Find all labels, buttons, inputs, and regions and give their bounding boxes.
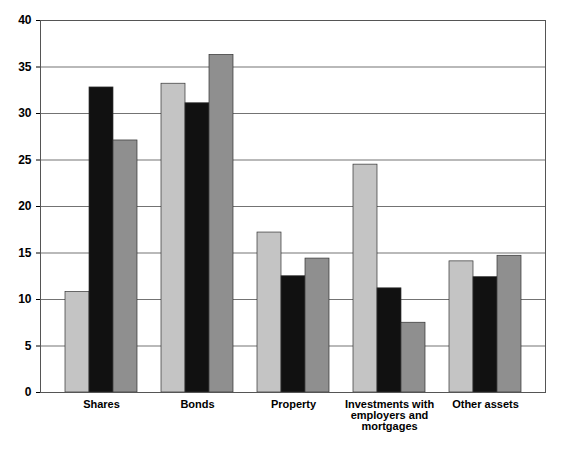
svg-text:20: 20 [18, 199, 32, 213]
svg-text:25: 25 [18, 153, 32, 167]
svg-text:Shares: Shares [83, 398, 120, 410]
svg-text:5: 5 [25, 339, 32, 353]
svg-text:Bonds: Bonds [180, 398, 214, 410]
svg-text:Property: Property [271, 398, 317, 410]
svg-text:10: 10 [18, 292, 32, 306]
svg-text:Investments withemployers andm: Investments withemployers andmortgages [345, 398, 435, 432]
svg-text:15: 15 [18, 246, 32, 260]
svg-text:40: 40 [18, 13, 32, 27]
svg-text:0: 0 [25, 385, 32, 399]
svg-text:30: 30 [18, 106, 32, 120]
svg-text:35: 35 [18, 60, 32, 74]
svg-text:Other assets: Other assets [452, 398, 519, 410]
